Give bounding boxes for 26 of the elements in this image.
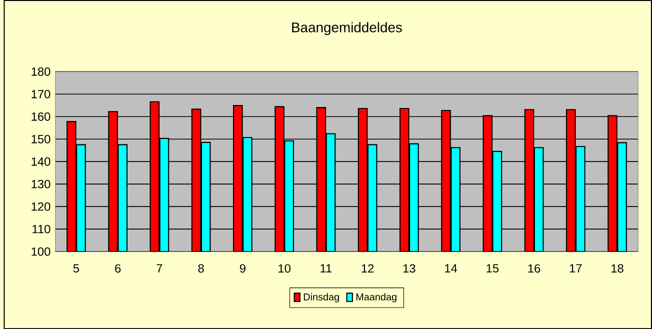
x-tick-label: 5 bbox=[73, 264, 80, 272]
legend-label: Dinsdag bbox=[304, 293, 339, 302]
x-tick-label: 18 bbox=[612, 264, 624, 273]
y-tick-label: 140 bbox=[32, 157, 50, 166]
x-tick-label: 6 bbox=[115, 264, 121, 273]
x-tick-label: 17 bbox=[570, 264, 582, 272]
y-tick-label: 100 bbox=[32, 247, 50, 256]
chart-title: Baangemiddeldes bbox=[292, 22, 402, 36]
y-tick-label: 120 bbox=[32, 202, 50, 211]
x-tick-label: 7 bbox=[156, 264, 162, 272]
x-tick-label: 11 bbox=[320, 264, 332, 272]
y-tick-label: 170 bbox=[32, 90, 50, 98]
y-tick-label: 160 bbox=[32, 112, 50, 121]
x-tick-label: 8 bbox=[198, 264, 204, 273]
x-tick-label: 16 bbox=[528, 264, 540, 273]
y-tick-label: 130 bbox=[32, 180, 50, 188]
y-tick-label: 150 bbox=[32, 134, 50, 144]
x-tick-label: 12 bbox=[362, 264, 374, 272]
x-tick-label: 13 bbox=[403, 264, 416, 273]
x-tick-label: 10 bbox=[278, 264, 290, 273]
x-tick-label: 9 bbox=[240, 264, 246, 273]
legend-label: Maandag bbox=[356, 293, 396, 302]
x-tick-label: 15 bbox=[486, 264, 499, 272]
x-tick-label: 14 bbox=[445, 264, 458, 272]
y-tick-label: 180 bbox=[32, 67, 50, 76]
y-tick-label: 110 bbox=[32, 224, 50, 234]
